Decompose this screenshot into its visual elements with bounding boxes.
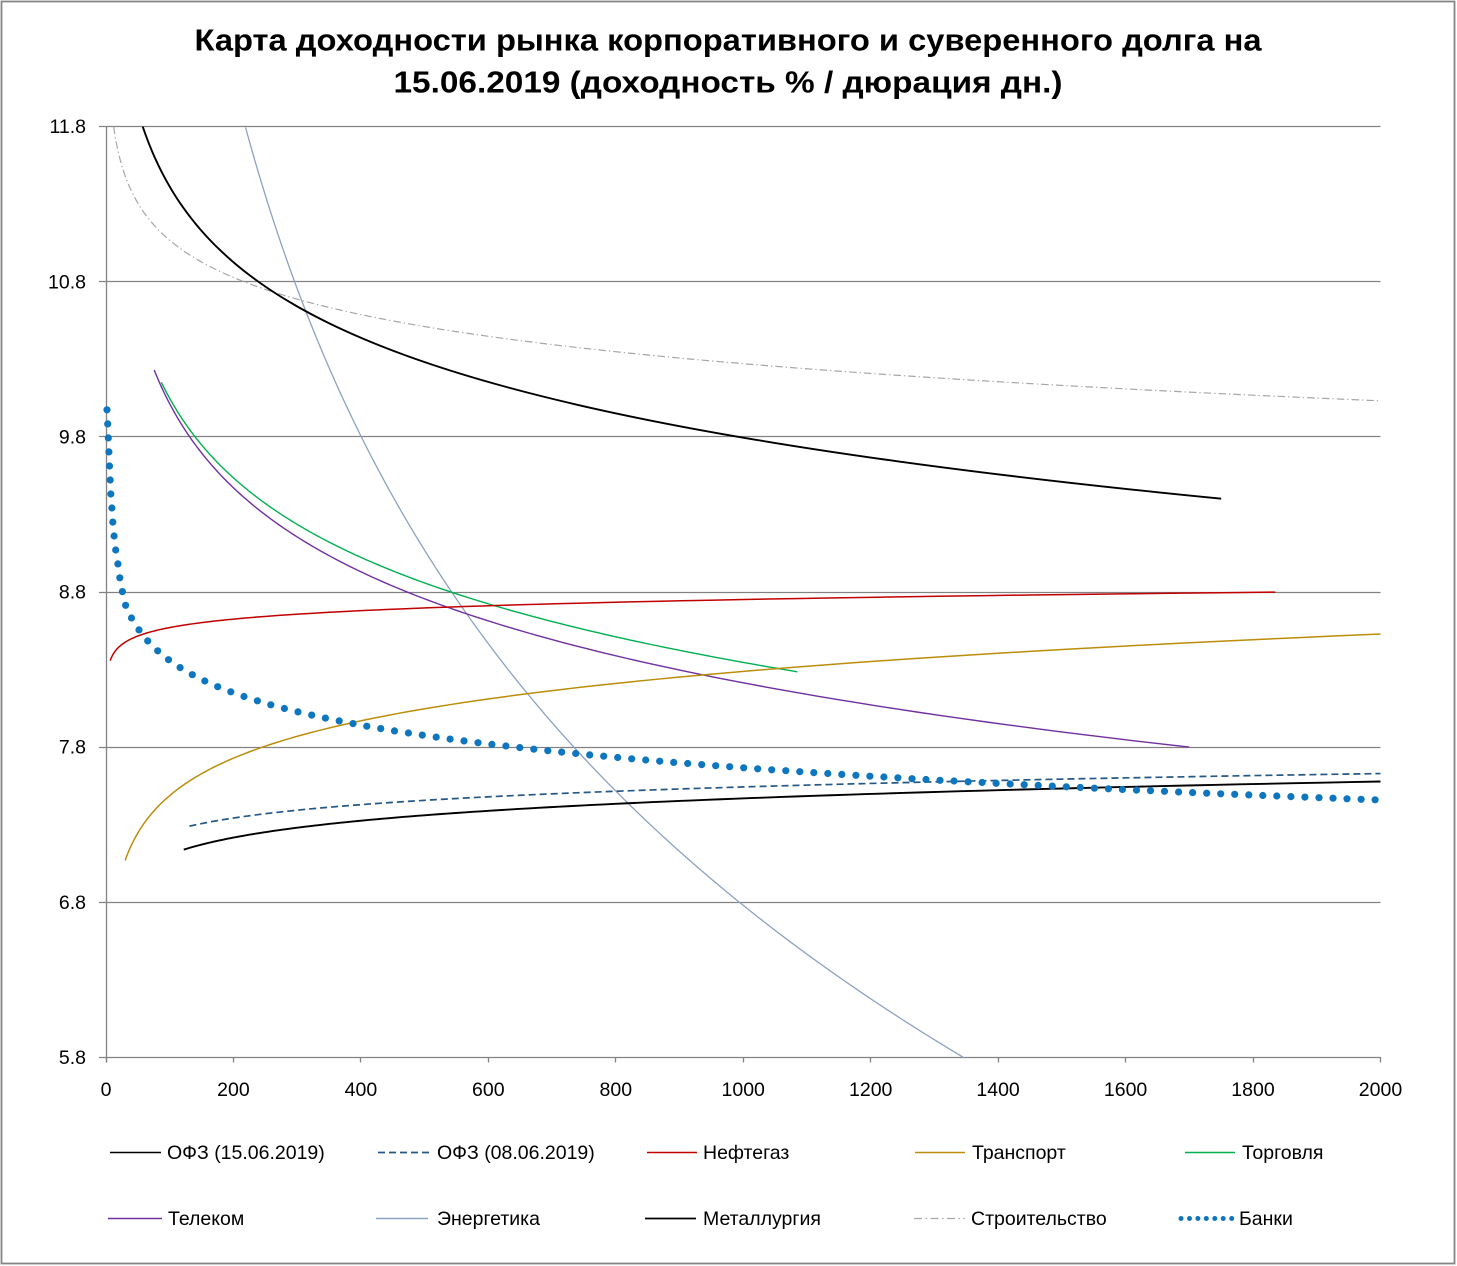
- svg-text:0: 0: [101, 1079, 112, 1101]
- svg-text:600: 600: [472, 1079, 505, 1101]
- svg-text:ОФЗ (08.06.2019): ОФЗ (08.06.2019): [437, 1142, 595, 1164]
- svg-text:7.8: 7.8: [59, 737, 86, 759]
- svg-text:9.8: 9.8: [59, 427, 86, 449]
- svg-text:200: 200: [217, 1079, 250, 1101]
- svg-text:11.8: 11.8: [49, 116, 86, 138]
- svg-text:2000: 2000: [1359, 1079, 1403, 1101]
- svg-text:1400: 1400: [976, 1079, 1020, 1101]
- svg-text:6.8: 6.8: [59, 892, 86, 914]
- svg-text:400: 400: [345, 1079, 378, 1101]
- svg-text:Нефтегаз: Нефтегаз: [703, 1142, 789, 1164]
- svg-text:1000: 1000: [722, 1079, 766, 1101]
- svg-text:Энергетика: Энергетика: [437, 1208, 540, 1230]
- svg-text:Телеком: Телеком: [168, 1208, 244, 1230]
- svg-text:5.8: 5.8: [59, 1047, 86, 1069]
- svg-text:Торговля: Торговля: [1242, 1142, 1323, 1164]
- svg-text:Карта доходности рынка корпора: Карта доходности рынка корпоративного и …: [195, 23, 1263, 58]
- svg-text:Банки: Банки: [1239, 1208, 1293, 1230]
- svg-text:ОФЗ (15.06.2019): ОФЗ (15.06.2019): [167, 1142, 325, 1164]
- svg-text:1600: 1600: [1104, 1079, 1148, 1101]
- svg-text:15.06.2019 (доходность % / дюр: 15.06.2019 (доходность % / дюрация дн.): [394, 65, 1063, 100]
- svg-text:8.8: 8.8: [59, 582, 86, 604]
- svg-text:Транспорт: Транспорт: [972, 1142, 1066, 1164]
- svg-text:1800: 1800: [1231, 1079, 1275, 1101]
- svg-text:800: 800: [600, 1079, 633, 1101]
- svg-text:1200: 1200: [849, 1079, 893, 1101]
- svg-text:10.8: 10.8: [48, 271, 86, 293]
- svg-text:Строительство: Строительство: [971, 1208, 1107, 1230]
- svg-text:Металлургия: Металлургия: [703, 1208, 821, 1230]
